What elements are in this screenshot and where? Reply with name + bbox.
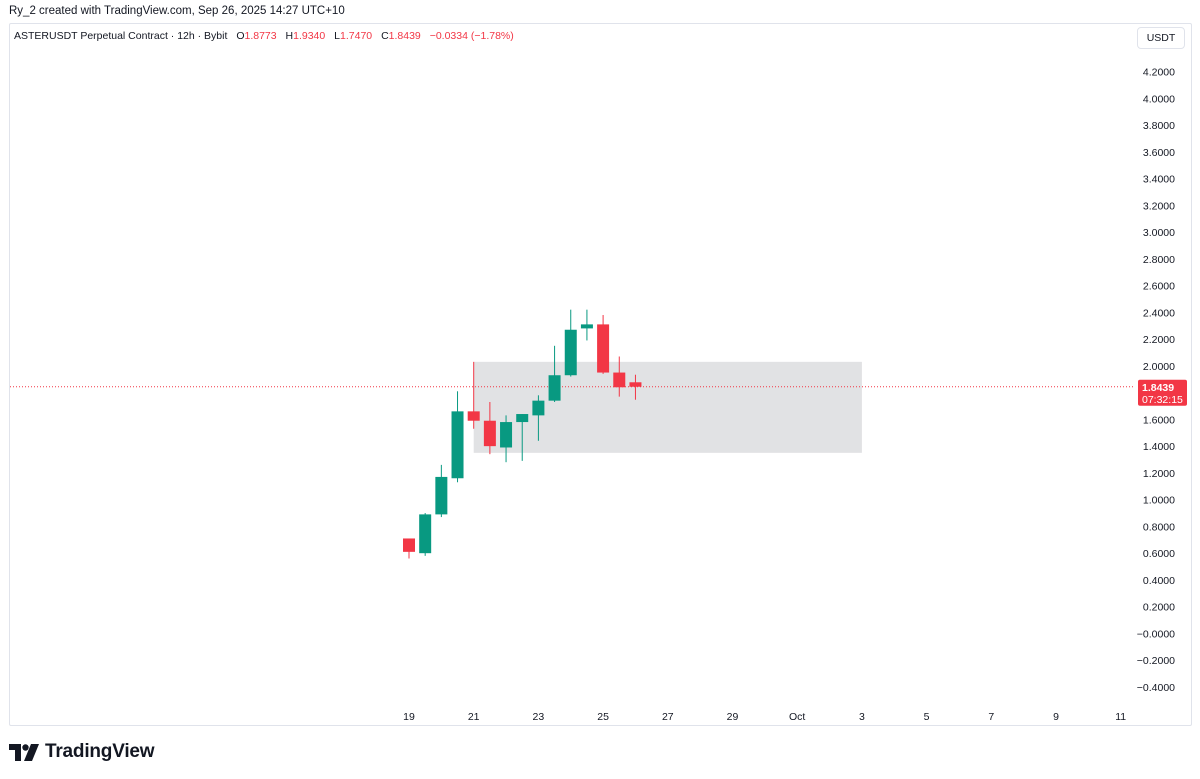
candle-12 [597,315,610,374]
candle-6 [500,415,513,463]
candle-body [435,476,448,515]
x-tick-label: 25 [597,711,609,723]
candle-body [629,382,642,387]
y-tick-label: 2.8000 [1143,254,1175,266]
y-tick-label: 0.6000 [1143,548,1175,560]
tradingview-logo-icon [9,743,39,761]
candle-body [403,538,415,552]
candle-4 [467,361,480,429]
y-tick-label: 2.6000 [1143,281,1175,293]
candle-body [564,329,577,376]
candle-body [419,514,432,554]
y-tick-label: 3.4000 [1143,174,1175,186]
open-label: O [236,30,245,42]
y-tick-label: 3.0000 [1143,227,1175,239]
candle-11 [580,309,593,341]
last-price-tag: 1.8439 07:32:15 [1138,379,1187,406]
y-tick-label: 4.0000 [1143,93,1175,105]
candle-14 [629,374,642,400]
candle-1 [419,513,432,556]
candles-layer [403,309,642,559]
candle-10 [564,309,577,377]
support-zone [473,361,862,453]
x-tick-label: 21 [468,711,480,723]
x-axis-labels: 19 21 23 25 27 29 Oct 3 5 7 9 11 [403,711,1126,723]
candle-13 [613,356,626,397]
x-tick-label: 7 [988,711,994,723]
y-tick-label: 1.2000 [1143,468,1175,480]
open-value: 1.8773 [244,30,277,42]
candle-body [597,324,610,373]
chart-credit: Ry_2 created with TradingView.com, Sep 2… [9,5,345,17]
candle-body [532,400,545,416]
support-zone-layer [473,361,862,453]
candle-5 [483,401,496,455]
y-tick-label: 0.2000 [1143,602,1175,614]
x-tick-label: 27 [662,711,674,723]
symbol-title[interactable]: ASTERUSDT Perpetual Contract · 12h · Byb… [14,30,228,42]
symbol-legend: ASTERUSDT Perpetual Contract · 12h · Byb… [14,30,520,42]
price-tag-countdown: 07:32:15 [1142,394,1183,406]
candle-8 [532,395,545,441]
low-label: L [334,30,341,42]
x-tick-label: 11 [1115,711,1126,723]
y-tick-label: −0.0000 [1137,628,1175,640]
y-tick-label: 2.4000 [1143,307,1175,319]
candle-3 [451,391,464,483]
y-tick-label: 2.0000 [1143,361,1175,373]
y-tick-label: 0.4000 [1143,575,1175,587]
candle-9 [548,345,561,402]
x-tick-label: 5 [924,711,930,723]
candle-body [483,420,496,447]
y-tick-label: 1.4000 [1143,441,1175,453]
y-tick-label: −0.4000 [1137,682,1175,694]
x-tick-label: 29 [727,711,739,723]
price-tag-price: 1.8439 [1142,382,1174,394]
candle-body [467,411,480,421]
candle-body [500,422,513,448]
close-label: C [381,30,389,42]
y-tick-label: 4.2000 [1143,67,1175,79]
low-value: 1.7470 [340,30,373,42]
candle-body [613,372,626,388]
y-tick-label: 2.2000 [1143,334,1175,346]
currency-button[interactable]: USDT [1137,27,1185,49]
candle-body [548,375,561,401]
change-value: −0.0334 (−1.78%) [429,30,514,42]
chart-frame [9,23,1192,726]
close-value: 1.8439 [388,30,421,42]
y-tick-label: 0.8000 [1143,521,1175,533]
candle-0 [403,538,415,559]
tradingview-logo[interactable]: TradingView [9,741,155,763]
y-tick-label: −0.2000 [1137,655,1175,667]
y-tick-label: 1.0000 [1143,495,1175,507]
price-tag-background [1138,379,1187,406]
candle-2 [435,464,448,518]
x-tick-label: 3 [859,711,865,723]
candle-body [516,414,529,423]
high-value: 1.9340 [293,30,326,42]
y-tick-label: 3.2000 [1143,200,1175,212]
x-tick-label: Oct [789,711,805,723]
candle-body [451,411,464,479]
x-tick-label: 9 [1053,711,1059,723]
high-label: H [285,30,294,42]
x-tick-label: 23 [533,711,545,723]
y-tick-label: 1.6000 [1143,414,1175,426]
tradingview-wordmark: TradingView [45,741,155,762]
x-tick-label: 19 [403,711,415,723]
candle-7 [516,414,529,461]
y-tick-label: 3.8000 [1143,120,1175,132]
candle-body [580,324,593,329]
y-tick-label: 3.6000 [1143,147,1175,159]
